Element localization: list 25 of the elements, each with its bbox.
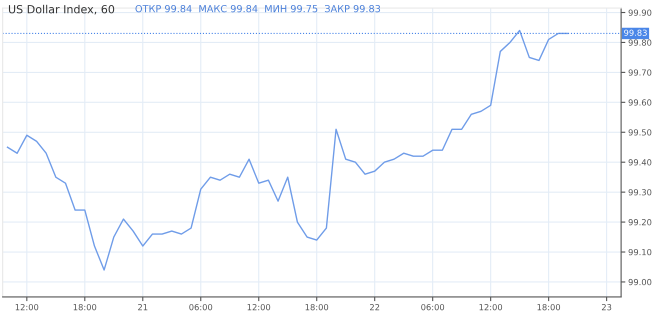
line-series: [6, 30, 569, 271]
y-tick-label: 99.00: [628, 278, 652, 286]
x-tick-label: 12:00: [248, 304, 270, 310]
x-tick-label: 18:00: [74, 304, 96, 310]
x-tick-label: 18:00: [306, 304, 328, 310]
chart-subtitle: ОТКР 99.84 МАКС 99.84 МИН 99.75 ЗАКР 99.83: [135, 4, 380, 12]
x-tick-label: 12:00: [16, 304, 38, 310]
ref-line-label: 99.83: [624, 30, 647, 36]
x-tick-label: 21: [138, 304, 148, 310]
x-tick-label: 18:00: [538, 304, 560, 310]
chart-title: US Dollar Index, 60: [8, 4, 114, 15]
y-tick-label: 99.80: [628, 39, 652, 46]
y-tick-label: 99.10: [628, 249, 652, 256]
y-tick-label: 99.90: [628, 9, 652, 16]
x-tick-label: 22: [370, 304, 380, 310]
x-tick-label: 23: [602, 304, 612, 310]
y-tick-label: 99.60: [628, 99, 652, 106]
x-tick-label: 06:00: [421, 304, 444, 310]
y-tick-label: 99.70: [628, 69, 652, 76]
y-tick-label: 99.30: [628, 189, 652, 196]
y-tick-label: 99.40: [628, 159, 652, 166]
y-tick-label: 99.20: [628, 219, 652, 226]
y-tick-label: 99.50: [628, 129, 652, 136]
x-tick-label: 06:00: [189, 304, 212, 310]
x-tick-label: 12:00: [480, 304, 502, 310]
